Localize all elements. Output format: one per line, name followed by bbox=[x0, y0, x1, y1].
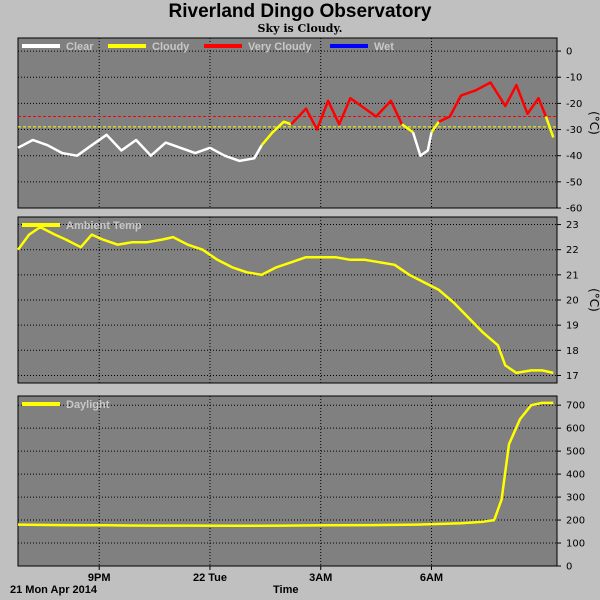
y-tick-label: 22 bbox=[566, 245, 579, 256]
legend-label: Ambient Temp bbox=[66, 220, 142, 232]
series-line-very-cloudy bbox=[438, 81, 548, 123]
y-tick-label: 17 bbox=[566, 371, 579, 382]
y-tick-label: 20 bbox=[566, 296, 579, 307]
y-tick-label: 23 bbox=[566, 220, 579, 231]
series-line-clear bbox=[17, 133, 263, 163]
y-tick-label: -20 bbox=[566, 99, 582, 110]
plot-area bbox=[17, 395, 558, 567]
y-axis-unit-label: (°C) bbox=[587, 111, 600, 135]
chart-pane-daylight: 700 600 500 400 300 200 100 0 Daylight bbox=[17, 395, 585, 573]
y-tick-label: -60 bbox=[566, 204, 582, 215]
y-tick-label: 100 bbox=[566, 539, 585, 550]
y-tick-label: 21 bbox=[566, 270, 579, 281]
y-tick-label: 0 bbox=[566, 47, 572, 58]
legend-label: Daylight bbox=[66, 399, 110, 411]
legend-label: Wet bbox=[374, 41, 394, 53]
y-axis-unit-label: (°C) bbox=[587, 288, 600, 312]
y-tick-label: 300 bbox=[566, 493, 585, 504]
chart-pane-ambient-temp: 23 22 21 20 19 18 17 (°C) Ambient Temp bbox=[16, 216, 600, 384]
x-axis-label: Time bbox=[273, 584, 299, 596]
chart-pane-sky: 0 -10 -20 -30 -40 -50 -60 (°C) Clear Cloudy Very C… bbox=[17, 37, 600, 215]
y-tick-label: -40 bbox=[566, 151, 582, 162]
series-line-daylight bbox=[17, 401, 554, 528]
y-tick-label: -30 bbox=[566, 125, 582, 136]
sky-status-subtitle: Sky is Cloudy. bbox=[257, 22, 343, 35]
x-tick-label: 9PM bbox=[88, 572, 111, 584]
series-line-very-cloudy bbox=[290, 96, 404, 131]
series-line-cloudy bbox=[401, 123, 414, 134]
y-tick-label: -10 bbox=[566, 73, 582, 84]
series-line-ambient-temp bbox=[16, 225, 554, 375]
legend-label: Cloudy bbox=[152, 41, 190, 53]
y-tick-label: 200 bbox=[566, 516, 585, 527]
series-line-cloudy bbox=[544, 116, 555, 138]
series-line-cloudy bbox=[260, 120, 292, 147]
y-tick-label: 700 bbox=[566, 401, 585, 412]
x-tick-label: 22 Tue bbox=[193, 572, 227, 584]
y-tick-label: 500 bbox=[566, 447, 585, 458]
plot-area bbox=[17, 216, 558, 384]
series-line-cloudy bbox=[430, 120, 440, 133]
page-title: Riverland Dingo Observatory bbox=[168, 1, 432, 22]
series-line-clear bbox=[411, 131, 433, 157]
y-tick-label: 19 bbox=[566, 321, 579, 332]
legend-label: Very Cloudy bbox=[248, 41, 312, 53]
y-tick-label: 18 bbox=[566, 346, 579, 357]
x-tick-label: 6AM bbox=[420, 572, 443, 584]
y-tick-label: 0 bbox=[566, 562, 572, 573]
y-tick-label: 600 bbox=[566, 424, 585, 435]
legend-label: Clear bbox=[66, 41, 94, 53]
y-tick-label: 400 bbox=[566, 470, 585, 481]
chart-date-label: 21 Mon Apr 2014 bbox=[10, 584, 98, 596]
x-tick-label: 3AM bbox=[309, 572, 332, 584]
y-tick-label: -50 bbox=[566, 177, 582, 188]
